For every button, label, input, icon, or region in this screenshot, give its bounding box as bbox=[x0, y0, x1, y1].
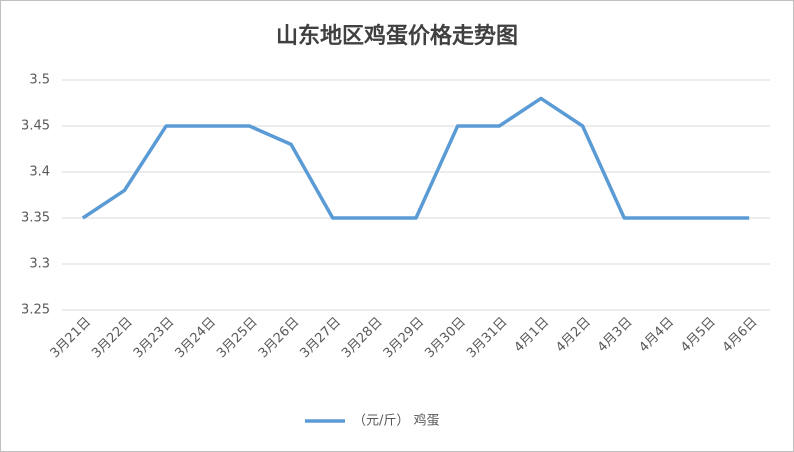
y-tick-label: 3.25 bbox=[21, 303, 50, 318]
y-tick-label: 3.35 bbox=[21, 211, 50, 226]
y-tick-label: 3.4 bbox=[29, 165, 50, 180]
data-line bbox=[81, 96, 750, 220]
y-tick-label: 3.45 bbox=[21, 119, 50, 134]
chart-title: 山东地区鸡蛋价格走势图 bbox=[276, 23, 518, 49]
y-tick-label: 3.5 bbox=[29, 73, 50, 88]
legend-label: （元/斤） 鸡蛋 bbox=[353, 413, 440, 429]
y-tick-label: 3.3 bbox=[29, 257, 50, 272]
